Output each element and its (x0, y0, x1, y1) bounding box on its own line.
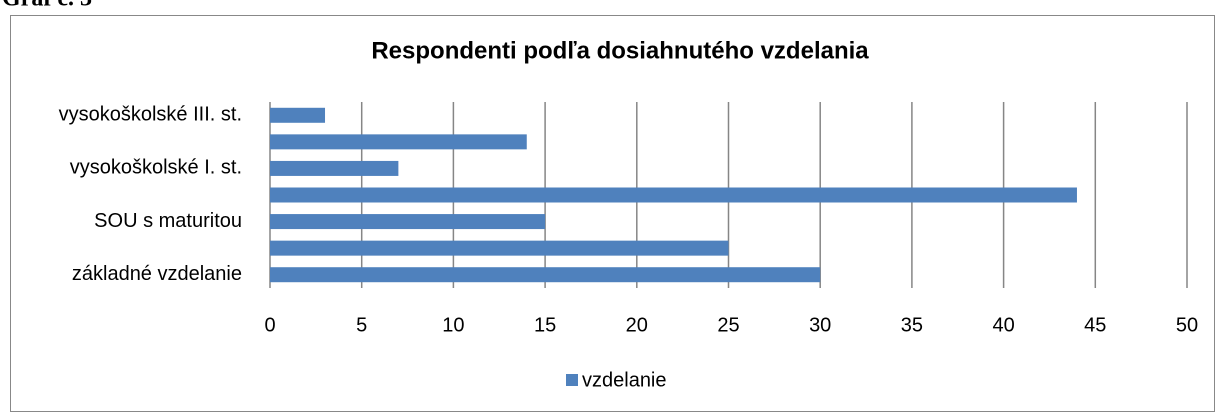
x-tick-label: 10 (442, 314, 464, 336)
caption: Graf č. 3 (2, 0, 92, 12)
y-tick-label: SOU s maturitou (94, 210, 242, 232)
y-tick-label: vysokoškolské I. st. (70, 157, 242, 179)
bar (270, 267, 821, 283)
legend-swatch (566, 374, 578, 386)
x-tick-label: 20 (626, 314, 648, 336)
chart-title: Respondenti podľa dosiahnutého vzdelania (371, 37, 869, 64)
x-tick-label: 40 (992, 314, 1014, 336)
x-tick-label: 30 (809, 314, 831, 336)
x-tick-label: 25 (717, 314, 739, 336)
bar (270, 107, 326, 123)
bar (270, 134, 527, 150)
chart-border (10, 15, 1215, 412)
x-tick-label: 35 (901, 314, 923, 336)
x-tick-label: 0 (264, 314, 275, 336)
bar (270, 240, 729, 256)
y-tick-label: základné vzdelanie (72, 263, 242, 285)
x-tick-label: 50 (1176, 314, 1198, 336)
y-tick-label: vysokoškolské III. st. (59, 104, 242, 126)
x-tick-label: 15 (534, 314, 556, 336)
x-tick-label: 45 (1084, 314, 1106, 336)
bar (270, 160, 399, 176)
bar (270, 214, 546, 230)
x-tick-label: 5 (356, 314, 367, 336)
bar (270, 187, 1077, 203)
legend-label: vzdelanie (582, 369, 667, 391)
